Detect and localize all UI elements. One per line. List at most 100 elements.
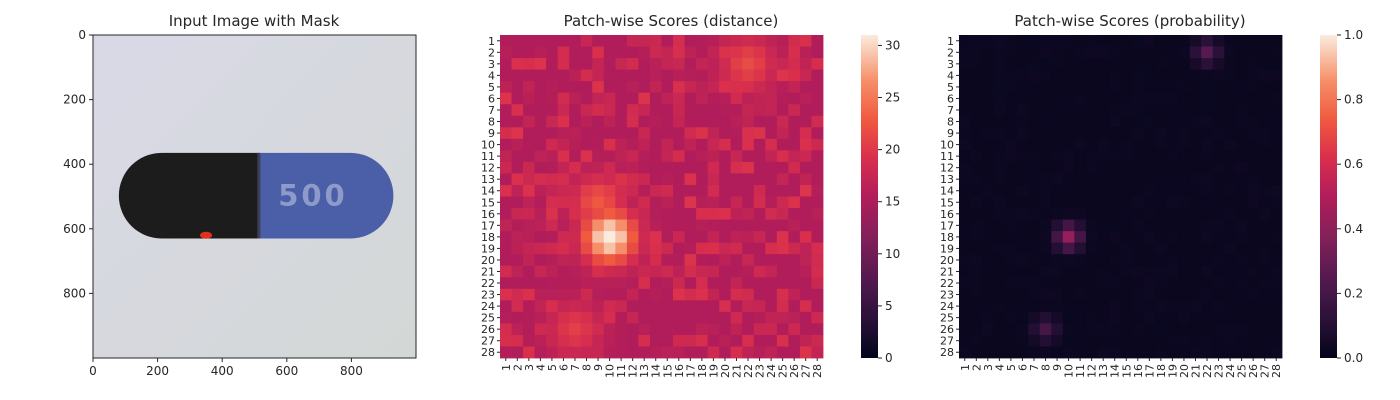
heatmap-cell bbox=[719, 334, 732, 347]
y-tick-label: 13 bbox=[481, 173, 495, 186]
heatmap-cell bbox=[1062, 58, 1075, 71]
heatmap-cell bbox=[684, 138, 697, 151]
heatmap-cell bbox=[592, 81, 605, 94]
heatmap-cell bbox=[673, 58, 685, 71]
heatmap-cell bbox=[1132, 161, 1144, 174]
heatmap-cell bbox=[1108, 311, 1121, 324]
heatmap-cell bbox=[1016, 104, 1029, 117]
heatmap-cell bbox=[580, 35, 593, 47]
heatmap-cell bbox=[982, 196, 995, 209]
heatmap-cell bbox=[1051, 311, 1064, 324]
heatmap-cell bbox=[1108, 46, 1121, 59]
heatmap-cell bbox=[1120, 69, 1133, 82]
heatmap-cell bbox=[742, 334, 755, 347]
heatmap-cell bbox=[557, 196, 570, 209]
heatmap-cell bbox=[649, 173, 662, 186]
heatmap-cell bbox=[546, 277, 559, 290]
heatmap-cell bbox=[626, 231, 639, 244]
x-tick-label: 13 bbox=[1097, 364, 1110, 378]
heatmap-cell bbox=[970, 115, 983, 128]
heatmap-cell bbox=[546, 58, 559, 71]
heatmap-cell bbox=[799, 92, 812, 105]
heatmap-cell bbox=[1028, 69, 1041, 82]
heatmap-cell bbox=[959, 242, 971, 255]
heatmap-cell bbox=[1166, 104, 1179, 117]
heatmap-cell bbox=[742, 81, 755, 94]
heatmap-cell bbox=[1270, 208, 1283, 220]
heatmap-cell bbox=[707, 46, 720, 59]
heatmap-cell bbox=[811, 35, 824, 47]
heatmap-cell bbox=[1028, 277, 1041, 290]
x-tick-label: 26 bbox=[1247, 364, 1260, 378]
heatmap-cell bbox=[788, 127, 801, 140]
heatmap-cell bbox=[765, 35, 778, 47]
heatmap-cell bbox=[1132, 69, 1144, 82]
heatmap-cell bbox=[707, 138, 720, 151]
heatmap-cell bbox=[1120, 288, 1133, 301]
heatmap-cell bbox=[1235, 46, 1248, 59]
heatmap-cell bbox=[776, 127, 789, 140]
heatmap-cell bbox=[993, 138, 1006, 151]
heatmap-cell bbox=[546, 311, 559, 324]
heatmap-cell bbox=[1085, 127, 1098, 140]
heatmap-cell bbox=[1178, 277, 1191, 290]
heatmap-cell bbox=[523, 346, 536, 359]
heatmap-cell bbox=[742, 219, 755, 232]
heatmap-cell bbox=[1085, 254, 1098, 267]
y-tick-label: 16 bbox=[940, 208, 954, 221]
heatmap-cell bbox=[580, 196, 593, 209]
heatmap-cell bbox=[1132, 231, 1144, 244]
heatmap-cell bbox=[811, 173, 824, 186]
heatmap-cell bbox=[1062, 231, 1075, 244]
heatmap-cell bbox=[603, 311, 616, 324]
heatmap-cell bbox=[1143, 104, 1156, 117]
y-tick-label: 15 bbox=[940, 196, 954, 209]
heatmap-cell bbox=[1039, 231, 1052, 244]
heatmap-cell bbox=[569, 35, 582, 47]
panel-distance-heatmap: Patch-wise Scores (distance) 11223344556… bbox=[481, 12, 900, 378]
heatmap-cell bbox=[569, 265, 582, 278]
heatmap-cell bbox=[1039, 254, 1052, 267]
x-tick-label: 18 bbox=[696, 364, 709, 378]
heatmap-cell bbox=[970, 323, 983, 336]
heatmap-cell bbox=[580, 138, 593, 151]
heatmap-cell bbox=[753, 346, 766, 359]
heatmap-cell bbox=[1166, 46, 1179, 59]
heatmap-cell bbox=[730, 69, 743, 82]
heatmap-cell bbox=[1016, 58, 1029, 71]
heatmap-cell bbox=[500, 208, 512, 220]
heatmap-cell bbox=[1258, 277, 1271, 290]
heatmap-cell bbox=[730, 184, 743, 197]
heatmap-cell bbox=[661, 46, 674, 59]
heatmap-cell bbox=[1120, 92, 1133, 105]
heatmap-cell bbox=[1028, 265, 1041, 278]
heatmap-cell bbox=[1005, 46, 1018, 59]
heatmap-cell bbox=[1258, 323, 1271, 336]
heatmap-cell bbox=[1143, 311, 1156, 324]
heatmap-cell bbox=[1097, 115, 1110, 128]
heatmap-cell bbox=[603, 58, 616, 71]
heatmap-cell bbox=[776, 219, 789, 232]
heatmap-cell bbox=[696, 58, 709, 71]
heatmap-cell bbox=[580, 334, 593, 347]
heatmap-cell bbox=[765, 161, 778, 174]
y-tick-label: 22 bbox=[940, 277, 954, 290]
heatmap-cell bbox=[534, 242, 547, 255]
heatmap-cell bbox=[569, 231, 582, 244]
heatmap-cell bbox=[569, 300, 582, 313]
heatmap-cell bbox=[1178, 127, 1191, 140]
heatmap-cell bbox=[1224, 208, 1237, 220]
heatmap-cell bbox=[580, 254, 593, 267]
heatmap-cell bbox=[1247, 242, 1260, 255]
heatmap-cell bbox=[1224, 254, 1237, 267]
heatmap-cell bbox=[580, 127, 593, 140]
heatmap-cell bbox=[730, 138, 743, 151]
heatmap-cell bbox=[753, 127, 766, 140]
heatmap-cell bbox=[765, 138, 778, 151]
x-tick-label: 400 bbox=[211, 364, 234, 378]
heatmap-cell bbox=[603, 184, 616, 197]
x-tick-label: 28 bbox=[1270, 364, 1283, 378]
heatmap-cell bbox=[1120, 208, 1133, 220]
heatmap-cell bbox=[982, 115, 995, 128]
